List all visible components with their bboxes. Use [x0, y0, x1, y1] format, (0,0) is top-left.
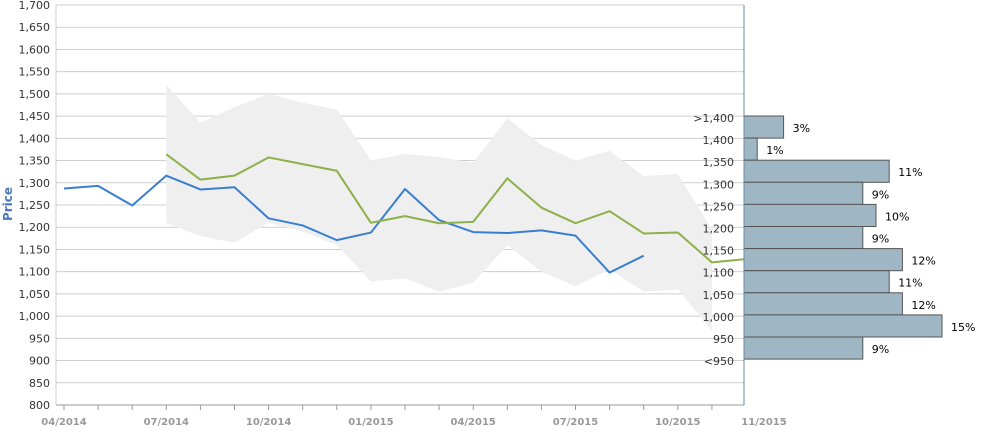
- histogram-bar: [743, 115, 785, 139]
- histogram-bin-label: 1,050: [703, 289, 735, 302]
- y-tick-label: 1,550: [19, 66, 51, 79]
- x-tick-label: 07/2015: [553, 417, 598, 428]
- y-tick-label: 1,700: [19, 0, 51, 12]
- x-axis: 04/2014 07/2014 10/2014 01/2015 04/2015 07/20…: [41, 5, 787, 428]
- y-tick-label: 800: [29, 399, 50, 412]
- y-tick-label: 1,250: [19, 199, 51, 212]
- histogram-bar: [743, 270, 890, 294]
- histogram-bin-label: 1,100: [703, 267, 735, 280]
- y-tick-label: 1,300: [19, 177, 51, 190]
- histogram-percent-label: 11%: [898, 166, 922, 179]
- y-tick-label: 900: [29, 355, 50, 368]
- series-line: [165, 153, 745, 264]
- y-tick-label: 950: [29, 332, 50, 345]
- histogram-bin-label: >1,400: [693, 112, 734, 125]
- y-tick-label: 850: [29, 377, 50, 390]
- histogram-percent-label: 9%: [872, 233, 889, 246]
- x-tick-label: 04/2014: [41, 417, 86, 428]
- forecast-band: [166, 85, 712, 331]
- x-tick-label: 10/2014: [246, 417, 291, 428]
- histogram-bin-label: 1,150: [703, 245, 735, 258]
- histogram-bar: [743, 314, 943, 338]
- histogram-bin-label: 1,000: [703, 311, 735, 324]
- histogram-bar: [743, 159, 890, 183]
- histogram-bin-label: 1,200: [703, 223, 735, 236]
- histogram-bin-label: <950: [704, 355, 734, 368]
- x-tick-label: 11/2015: [741, 417, 786, 428]
- series-lines: [63, 153, 745, 274]
- y-tick-label: 1,150: [19, 243, 51, 256]
- forecast-band-area: [166, 85, 712, 331]
- histogram-percent-label: 15%: [951, 321, 975, 334]
- histogram-percent-label: 10%: [885, 210, 909, 223]
- histogram-percent-label: 11%: [898, 277, 922, 290]
- histogram-bin-label: 1,250: [703, 200, 735, 213]
- histogram-bin-label: 1,350: [703, 156, 735, 169]
- histogram-percent-label: 3%: [793, 122, 810, 135]
- histogram-bar: [743, 248, 903, 272]
- x-tick-label: 04/2015: [450, 417, 495, 428]
- y-tick-label: 1,500: [19, 88, 51, 101]
- y-tick-label: 1,650: [19, 21, 51, 34]
- histogram-bar: [743, 137, 758, 161]
- y-tick-label: 1,600: [19, 43, 51, 56]
- histogram-percent-label: 9%: [872, 343, 889, 356]
- histogram-percent-label: 12%: [911, 255, 935, 268]
- histogram-bin-label: 1,400: [703, 134, 735, 147]
- histogram-percent-label: 12%: [911, 299, 935, 312]
- histogram-percent-label: 1%: [766, 144, 783, 157]
- y-axis-ticks: 800 850 900 950 1,000 1,050 1,100 1,150 1,200 1,2…: [19, 0, 51, 412]
- y-tick-label: 1,100: [19, 266, 51, 279]
- y-tick-label: 1,050: [19, 288, 51, 301]
- series-line: [63, 174, 645, 274]
- x-tick-label: 01/2015: [348, 417, 393, 428]
- histogram-bar: [743, 336, 864, 360]
- x-tick-label: 10/2015: [655, 417, 700, 428]
- x-tick-label: 07/2014: [144, 417, 189, 428]
- y-tick-label: 1,000: [19, 310, 51, 323]
- y-tick-label: 1,200: [19, 221, 51, 234]
- y-tick-label: 1,350: [19, 155, 51, 168]
- y-tick-label: 1,450: [19, 110, 51, 123]
- histogram-bar: [743, 226, 864, 250]
- y-tick-label: 1,400: [19, 132, 51, 145]
- histogram-bin-label: 1,300: [703, 178, 735, 191]
- histogram-bin-label: 950: [713, 333, 734, 346]
- histogram-bar: [743, 292, 903, 316]
- y-axis-title: Price: [1, 187, 15, 221]
- histogram-percent-label: 9%: [872, 188, 889, 201]
- histogram-bar: [743, 181, 864, 205]
- histogram: >1,400 1,400 1,350 1,300 1,250 1,200 1,150 1,10…: [693, 112, 975, 368]
- histogram-bar: [743, 203, 877, 227]
